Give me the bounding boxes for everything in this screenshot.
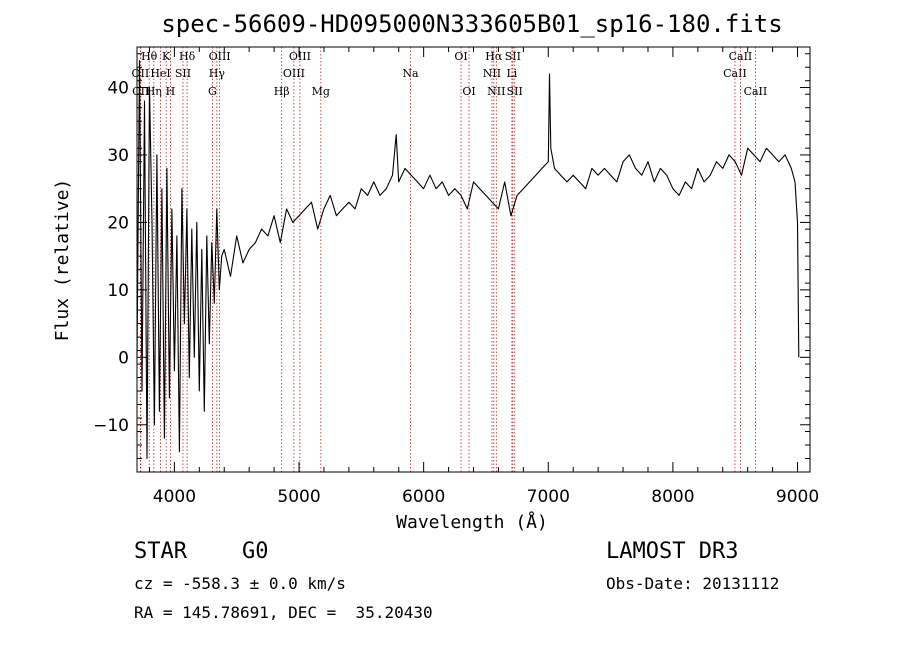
y-tick-label-0: −10 <box>93 416 129 436</box>
y-axis-label: Flux (relative) <box>52 179 73 342</box>
x-tick-label-4: 8000 <box>651 487 694 507</box>
line-label-10: Hγ <box>209 67 226 80</box>
object-type: STAR <box>134 539 187 564</box>
line-label-16: Na <box>402 67 419 80</box>
y-tick-label-4: 30 <box>107 146 129 166</box>
y-tick-label-1: 0 <box>118 348 129 368</box>
x-axis-ticks: 4000 5000 6000 7000 8000 9000 <box>148 47 819 507</box>
line-label-6: H <box>166 85 176 98</box>
line-label-17: OI <box>454 50 467 63</box>
plot-frame <box>136 46 811 473</box>
line-label-25: CaII <box>723 67 747 80</box>
y-tick-label-5: 40 <box>107 78 129 98</box>
x-tick-label-2: 6000 <box>402 487 445 507</box>
line-label-15: Mg <box>312 85 330 98</box>
line-label-23: SII <box>505 50 521 63</box>
line-label-20: Hα <box>485 50 503 63</box>
line-label-2: Hθ <box>141 50 158 63</box>
line-label-13: OIII <box>283 67 305 80</box>
line-label-4: HeI <box>150 67 170 80</box>
y-tick-label-3: 20 <box>107 213 129 233</box>
spectrum-series <box>136 59 800 460</box>
chart-title: spec-56609-HD095000N333605B01_sp16-180.f… <box>161 10 782 38</box>
line-label-11: OIII <box>209 50 231 63</box>
line-label-8: Hδ <box>179 50 196 63</box>
line-label-3: Hη <box>146 85 162 98</box>
line-label-1: OII <box>132 67 150 80</box>
line-label-18: OI <box>462 85 475 98</box>
subclass: G0 <box>242 539 269 564</box>
line-label-27: CaII <box>744 85 768 98</box>
line-label-22: Li <box>506 67 517 80</box>
y-tick-label-2: 10 <box>107 281 129 301</box>
coordinates: RA = 145.78691, DEC = 35.20430 <box>134 603 433 622</box>
line-label-19: NII <box>483 67 501 80</box>
x-tick-label-5: 9000 <box>776 487 819 507</box>
x-axis-label: Wavelength (Å) <box>396 511 548 533</box>
x-tick-label-3: 7000 <box>527 487 570 507</box>
x-tick-label-1: 5000 <box>277 487 320 507</box>
line-label-24: SII <box>507 85 523 98</box>
line-label-7: SII <box>175 67 191 80</box>
spectrum-line-0 <box>136 59 800 460</box>
line-label-21: NII <box>487 85 505 98</box>
obs-date: Obs-Date: 20131112 <box>606 574 780 593</box>
line-label-9: G <box>208 85 217 98</box>
line-label-0: CII <box>132 85 149 98</box>
line-label-14: OIII <box>289 50 311 63</box>
y-axis-ticks: −10 0 10 20 30 40 <box>93 53 810 460</box>
x-tick-label-0: 4000 <box>153 487 196 507</box>
line-label-5: K <box>162 50 171 63</box>
line-label-26: CaII <box>729 50 753 63</box>
line-label-12: Hβ <box>274 85 290 98</box>
redshift-text: cz = -558.3 ± 0.0 km/s <box>134 574 346 593</box>
survey-name: LAMOST DR3 <box>606 539 739 564</box>
